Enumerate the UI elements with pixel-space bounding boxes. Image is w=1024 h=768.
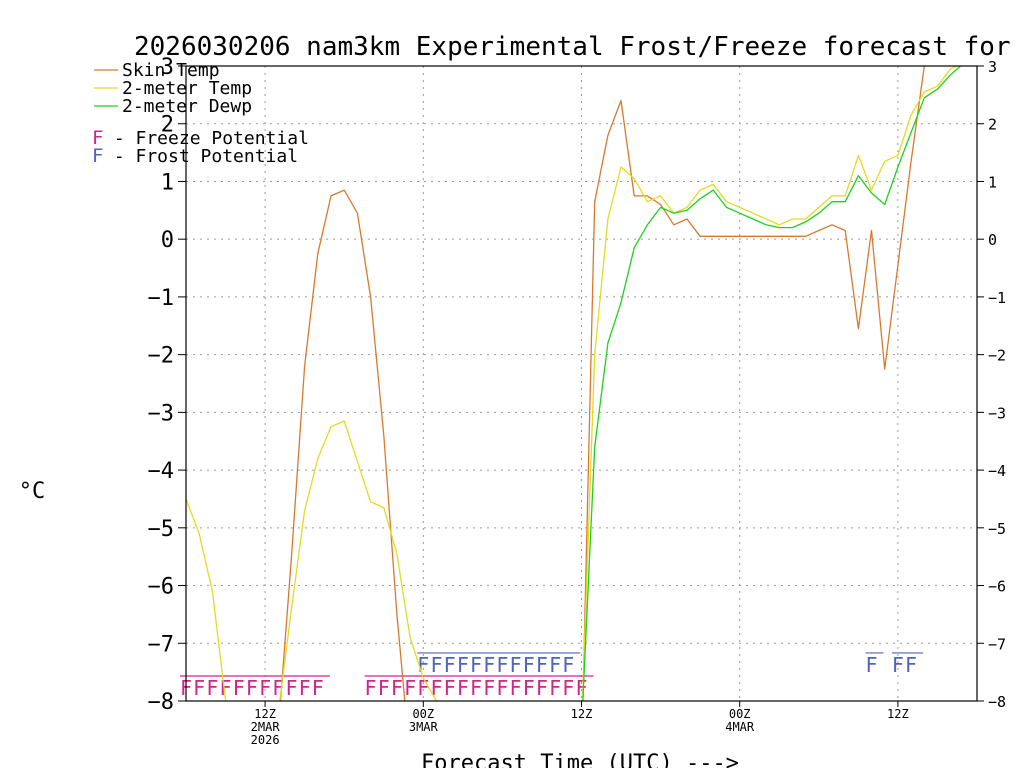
series-line-2-meter-dewp [582,66,962,701]
y-tick-label-right: −5 [988,520,1006,538]
freeze-marker: F [285,676,297,700]
freeze-marker: F [562,676,574,700]
series-line-skin-temp [279,66,926,701]
x-tick-label: 00Z [729,707,751,721]
frost-marker: F [417,653,429,677]
x-tick-label: 4MAR [725,720,755,734]
freeze-marker: F [536,676,548,700]
y-tick-label-right: −7 [988,635,1006,653]
grid-lines [186,66,977,701]
y-tick-label-right: −1 [988,289,1006,307]
freeze-marker: F [575,676,587,700]
frost-marker: F [562,653,574,677]
freeze-marker: F [404,676,416,700]
freeze-marker: F [299,676,311,700]
legend-label-2m-temp: 2-meter Temp [122,78,252,99]
freeze-marker: F [233,676,245,700]
legend-freeze-label: - Freeze Potential [103,128,309,149]
freeze-marker: F [312,676,324,700]
freeze-marker: F [483,676,495,700]
legend: Skin Temp 2-meter Temp 2-meter Dewp F - … [92,60,309,167]
freeze-marker: F [510,676,522,700]
x-tick-label: 2026 [251,733,280,747]
legend-frost-marker: F [92,145,103,167]
y-tick-label-left: 1 [161,170,174,195]
y-tick-label-left: −5 [148,517,175,542]
freeze-marker: F [496,676,508,700]
series-lines [186,66,962,701]
y-tick-label-left: −3 [148,401,175,426]
freeze-marker: F [430,676,442,700]
y-tick-label-left: 2 [161,113,174,138]
frost-marker: F [866,653,878,677]
legend-frost-label: - Frost Potential [103,146,298,167]
x-tick-label: 12Z [571,707,593,721]
y-tick-label-left: 3 [161,55,174,80]
frost-marker: F [496,653,508,677]
frost-marker: F [549,653,561,677]
frost-marker: F [892,653,904,677]
x-tick-label: 12Z [887,707,909,721]
x-tick-label: 00Z [412,707,434,721]
freeze-marker: F [246,676,258,700]
plot-frame [185,65,978,702]
freeze-marker: F [391,676,403,700]
y-axis-label: °C [19,479,46,504]
x-tick-label: 12Z [254,707,276,721]
y-tick-label-left: −2 [148,344,175,369]
freeze-marker: F [457,676,469,700]
freeze-marker: F [549,676,561,700]
y-tick-label-right: −3 [988,404,1006,422]
y-tick-label-right: −4 [988,462,1006,480]
y-tick-label-left: 0 [161,228,174,253]
frost-marker: F [457,653,469,677]
freeze-marker: F [444,676,456,700]
freeze-marker: F [523,676,535,700]
y-tick-label-right: −8 [988,693,1006,711]
freeze-marker: F [470,676,482,700]
freeze-marker: F [417,676,429,700]
y-tick-label-right: 3 [988,58,997,76]
potential-markers: F F F F F F F F F F F F F F F F F F F F F F F F F F F FF F F F F F F F F F F F… [180,652,924,700]
frost-marker: F [444,653,456,677]
y-tick-label-left: −1 [148,286,175,311]
freeze-marker: F [220,676,232,700]
y-tick-label-left: −8 [148,690,175,715]
x-tick-label: 2MAR [251,720,281,734]
freeze-marker: F [378,676,390,700]
axes: −8 −8 −7 −7 −6 −6 −5 −5 −4 −4 −3 −3 −2 −2 −1 −1 0 0 1 1 2 2 3 3… [148,55,1007,747]
frost-marker: F [536,653,548,677]
frost-marker: F [523,653,535,677]
y-tick-label-right: 2 [988,116,997,134]
y-tick-label-right: −2 [988,347,1006,365]
y-tick-label-left: −4 [148,459,175,484]
x-tick-label: 3MAR [409,720,439,734]
freeze-marker: F [365,676,377,700]
x-axis-label: Forecast Time (UTC) ---> [421,751,739,768]
legend-label-2m-dewp: 2-meter Dewp [122,96,252,117]
y-tick-label-left: −6 [148,575,175,600]
legend-label-skin-temp: Skin Temp [122,60,220,81]
y-tick-label-left: −7 [148,632,175,657]
y-tick-label-right: 1 [988,173,997,191]
y-tick-label-right: −6 [988,578,1006,596]
freeze-marker: F [206,676,218,700]
frost-marker: F [470,653,482,677]
series-line-2-meter-temp [186,66,959,701]
chart-title: 2026030206 nam3km Experimental Frost/Fre… [134,32,1024,62]
y-tick-label-right: 0 [988,231,997,249]
frost-marker: F [430,653,442,677]
legend-freeze-marker: F [92,127,103,149]
freeze-marker: F [259,676,271,700]
frost-marker: F [905,653,917,677]
freeze-marker: F [193,676,205,700]
frost-marker: F [483,653,495,677]
frost-marker: F [510,653,522,677]
